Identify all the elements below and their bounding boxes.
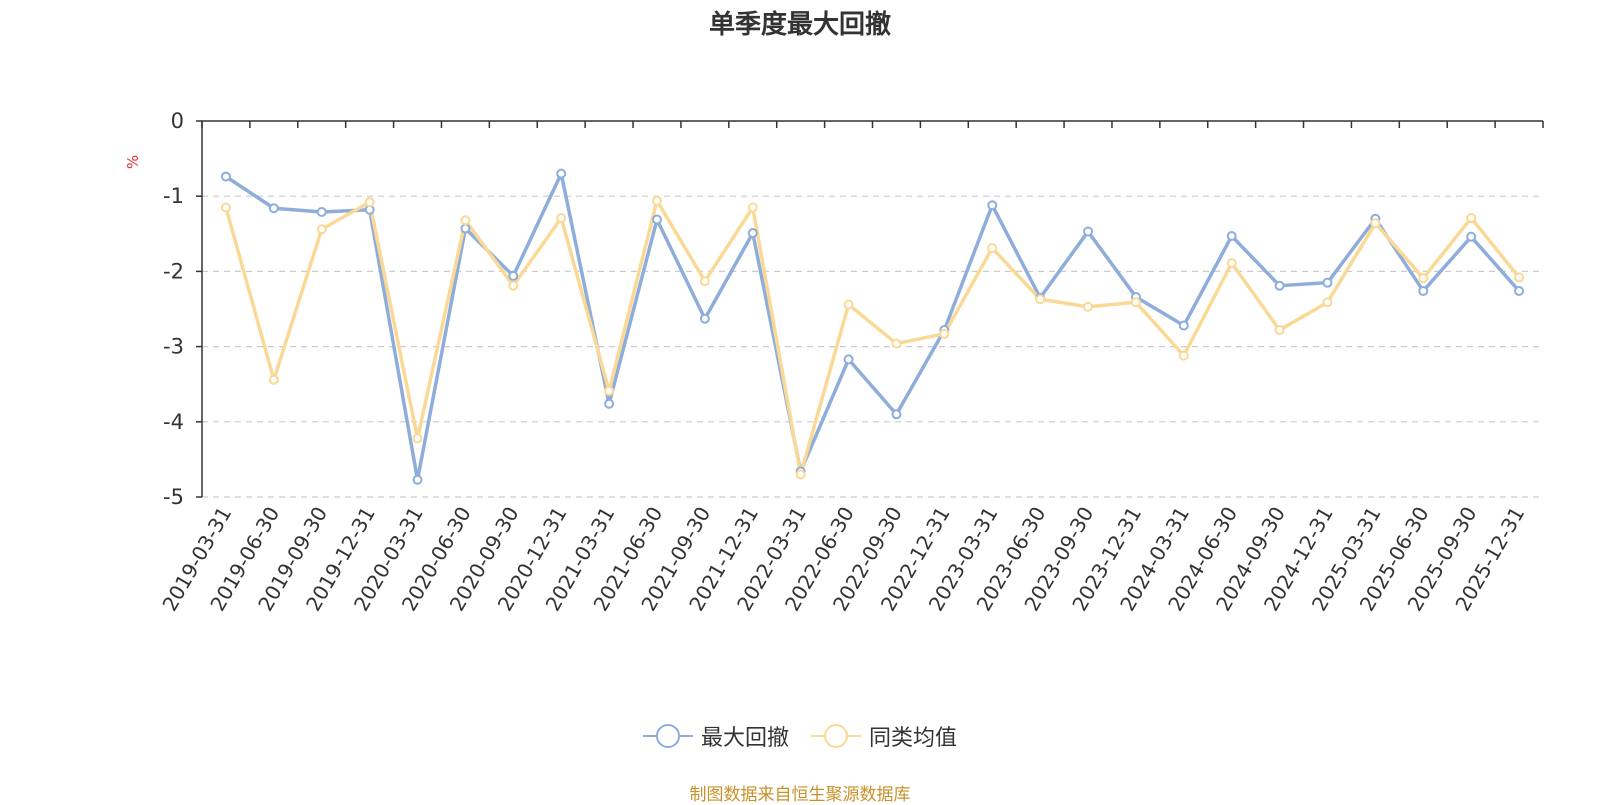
data-point-series-1[interactable] (1178, 320, 1189, 331)
data-point-series-1[interactable] (891, 409, 902, 420)
data-point-series-2[interactable] (1035, 294, 1046, 305)
data-point-series-2[interactable] (747, 202, 758, 213)
data-point-series-2[interactable] (508, 280, 519, 291)
data-point-series-1[interactable] (987, 200, 998, 211)
grid-lines (202, 195, 1543, 498)
legend-swatch-series-1 (643, 724, 693, 748)
data-point-series-1[interactable] (843, 354, 854, 365)
data-point-series-1[interactable] (1083, 226, 1094, 237)
y-tick-label: 0 (171, 109, 184, 133)
data-point-series-2[interactable] (460, 215, 471, 226)
data-point-series-1[interactable] (1418, 285, 1429, 296)
y-tick-label: -3 (163, 335, 184, 359)
data-point-series-2[interactable] (604, 385, 615, 396)
data-point-series-1[interactable] (1322, 277, 1333, 288)
data-point-series-2[interactable] (795, 469, 806, 480)
data-point-series-1[interactable] (412, 474, 423, 485)
source-note: 制图数据来自恒生聚源数据库 (689, 785, 911, 805)
data-point-series-1[interactable] (268, 203, 279, 214)
data-point-series-1[interactable] (316, 206, 327, 217)
data-point-series-2[interactable] (220, 202, 231, 213)
data-point-series-1[interactable] (508, 270, 519, 281)
data-point-series-2[interactable] (364, 197, 375, 208)
data-point-series-1[interactable] (220, 171, 231, 182)
axes: 0 -1 -2 -3 -4 -5 (163, 109, 1544, 509)
x-tick-labels: 2019-03-312019-06-302019-09-302019-12-31… (157, 502, 1529, 615)
data-point-series-1[interactable] (1226, 231, 1237, 242)
data-point-series-2[interactable] (1514, 272, 1525, 283)
data-point-series-2[interactable] (891, 338, 902, 349)
data-point-series-1[interactable] (1466, 231, 1477, 242)
data-point-series-2[interactable] (843, 299, 854, 310)
legend-item-series-2[interactable]: 同类均值 (811, 720, 957, 752)
data-point-series-2[interactable] (1178, 350, 1189, 361)
data-point-series-1[interactable] (699, 313, 710, 324)
legend-item-series-1[interactable]: 最大回撤 (643, 720, 789, 752)
data-point-series-2[interactable] (987, 243, 998, 254)
data-point-series-2[interactable] (268, 374, 279, 385)
data-point-series-2[interactable] (556, 213, 567, 224)
data-point-series-2[interactable] (1418, 273, 1429, 284)
data-point-series-2[interactable] (699, 276, 710, 287)
chart-title: 单季度最大回撤 (708, 10, 891, 40)
legend-label-series-2: 同类均值 (869, 726, 958, 751)
series-line-2 (224, 198, 1521, 477)
legend-label-series-1: 最大回撤 (701, 726, 790, 751)
y-tick-label: -2 (163, 259, 184, 283)
data-point-series-2[interactable] (1370, 218, 1381, 229)
y-tick-label: -1 (163, 184, 184, 208)
data-point-series-1[interactable] (1274, 280, 1285, 291)
data-point-series-2[interactable] (1083, 301, 1094, 312)
data-point-series-2[interactable] (1130, 297, 1141, 308)
data-point-series-2[interactable] (939, 328, 950, 339)
y-axis-unit-label: % (124, 155, 142, 169)
data-point-series-2[interactable] (316, 224, 327, 235)
data-point-series-1[interactable] (747, 228, 758, 239)
data-point-series-2[interactable] (1226, 258, 1237, 269)
data-point-series-2[interactable] (651, 195, 662, 206)
y-tick-label: -4 (163, 410, 184, 434)
data-point-series-1[interactable] (604, 398, 615, 409)
data-point-series-2[interactable] (412, 433, 423, 444)
data-point-series-2[interactable] (1466, 213, 1477, 224)
legend-swatch-series-2 (811, 724, 862, 748)
data-point-series-1[interactable] (651, 214, 662, 225)
data-point-series-1[interactable] (460, 223, 471, 234)
series-lines (220, 168, 1525, 485)
series-line-1 (224, 171, 1521, 482)
y-tick-label: -5 (163, 485, 184, 509)
data-point-series-2[interactable] (1322, 297, 1333, 308)
data-point-series-2[interactable] (1274, 325, 1285, 336)
data-point-series-1[interactable] (1514, 285, 1525, 296)
legend: 最大回撤 同类均值 (643, 720, 979, 752)
data-point-series-1[interactable] (556, 168, 567, 179)
